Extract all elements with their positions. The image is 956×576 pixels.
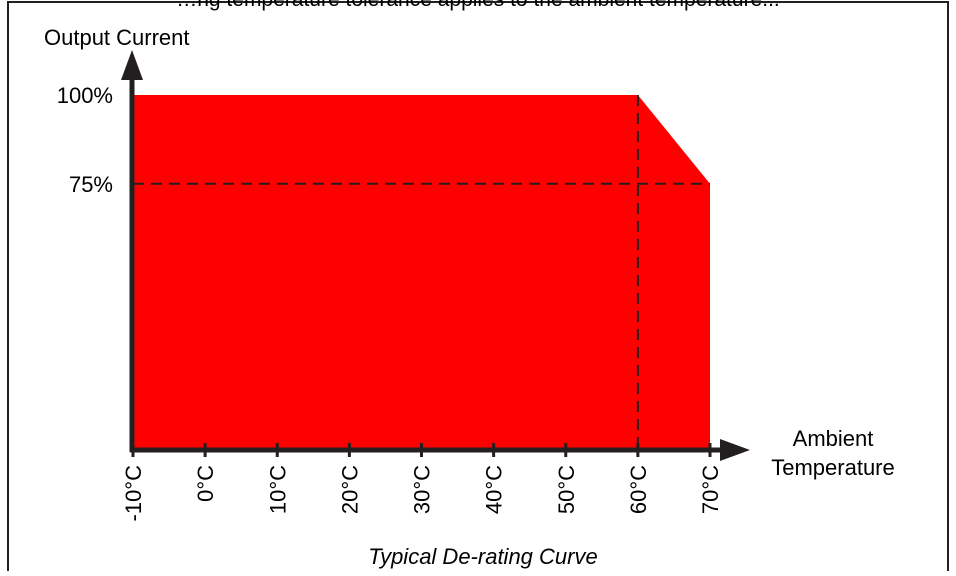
label-layer: -10°C 0°C 10°C 20°C 30°C 40°C 50°C 60°C 70°C 100%…: [44, 25, 895, 569]
x-axis-arrow: [720, 439, 750, 461]
x-tick-label: 30°C: [410, 465, 435, 514]
x-axis-title-line: Temperature: [771, 455, 895, 480]
derating-area: [133, 95, 710, 450]
x-tick-label: -10°C: [121, 465, 146, 522]
y-axis-arrow: [121, 50, 143, 80]
area-layer: [133, 95, 710, 450]
x-tick-label: 40°C: [482, 465, 507, 514]
x-tick-label: 20°C: [337, 465, 362, 514]
x-axis-title-line: Ambient: [793, 426, 874, 451]
chart-caption: Typical De-rating Curve: [368, 544, 597, 569]
x-tick-label: 60°C: [626, 465, 651, 514]
y-tick-label: 100%: [57, 83, 113, 108]
x-tick-label: 70°C: [698, 465, 723, 514]
x-tick-label: 10°C: [265, 465, 290, 514]
figure-border: [7, 1, 949, 576]
header-fragment-text: …ng temperature tolerance applies to the…: [0, 0, 956, 12]
y-tick-label: 75%: [69, 172, 113, 197]
guide-layer: [133, 95, 710, 450]
axis-layer: [121, 50, 750, 461]
y-axis-title: Output Current: [44, 25, 190, 50]
x-tick-label: 0°C: [193, 465, 218, 502]
x-tick-label: 50°C: [554, 465, 579, 514]
